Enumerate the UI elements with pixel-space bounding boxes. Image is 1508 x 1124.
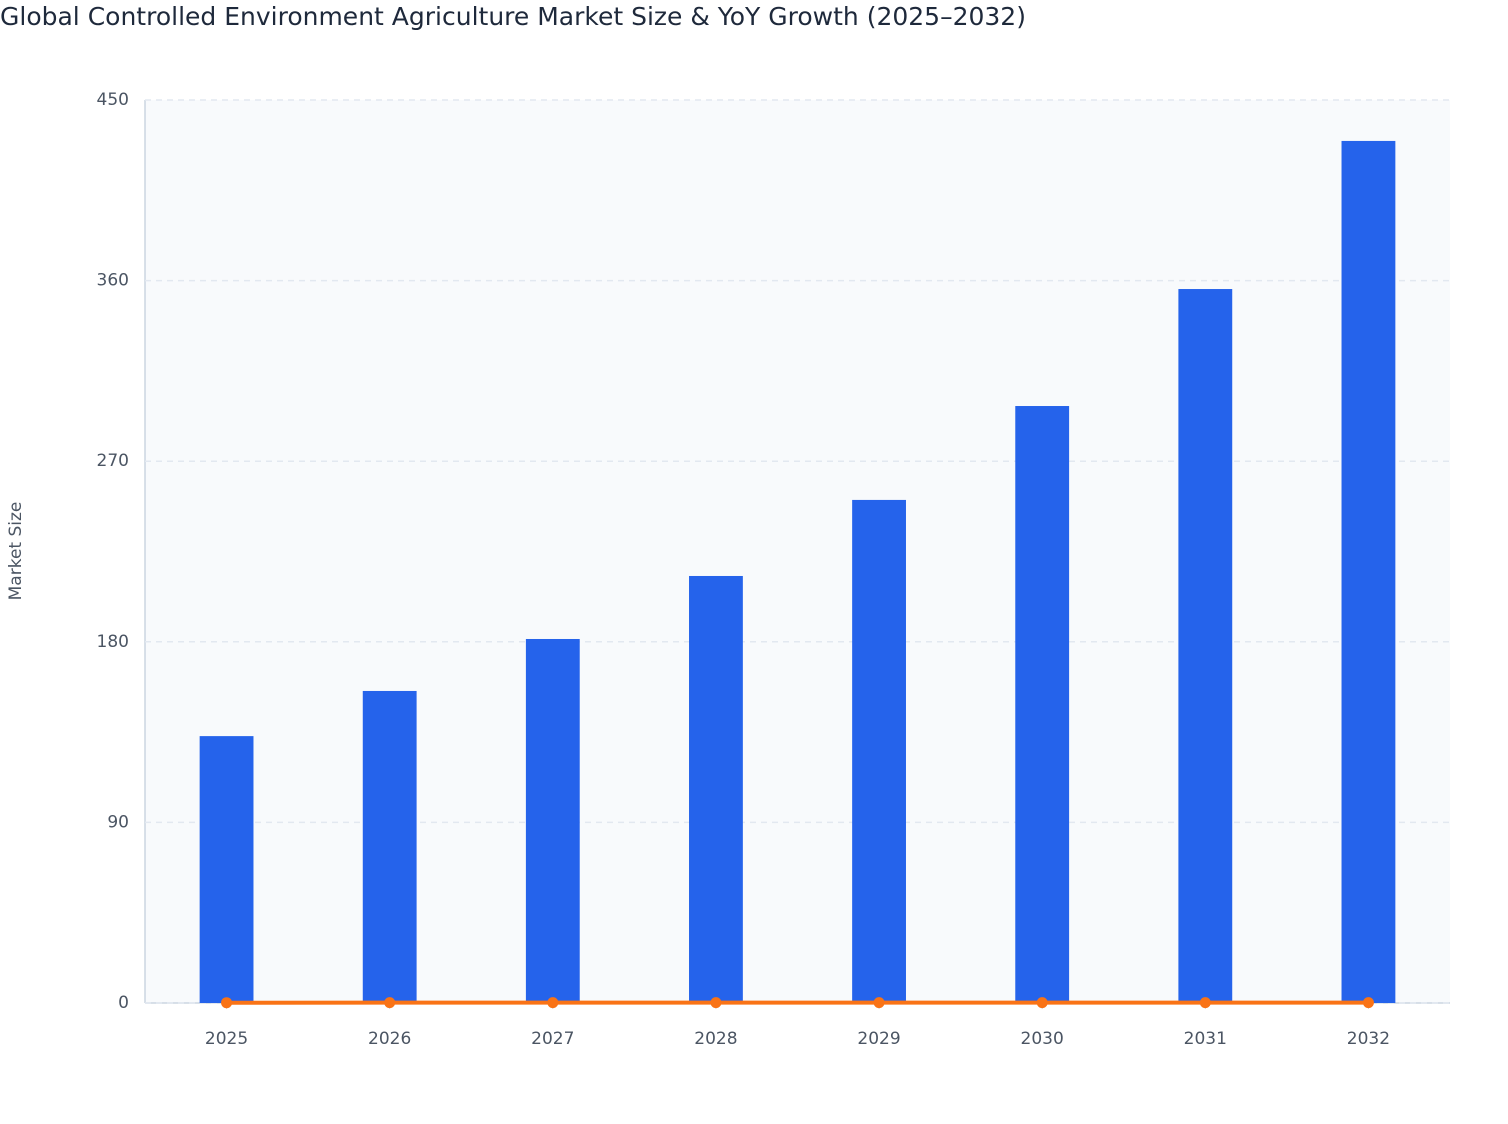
x-tick-label: 2025 bbox=[205, 1029, 248, 1049]
bar bbox=[363, 691, 417, 1003]
line-point bbox=[710, 997, 721, 1008]
line-point bbox=[221, 997, 232, 1008]
bar bbox=[1015, 406, 1069, 1003]
y-tick-label: 360 bbox=[97, 271, 129, 291]
x-tick-label: 2032 bbox=[1347, 1029, 1390, 1049]
line-point bbox=[874, 997, 885, 1008]
x-tick-label: 2026 bbox=[368, 1029, 411, 1049]
y-tick-label: 450 bbox=[97, 90, 129, 110]
y-tick-label: 180 bbox=[97, 632, 129, 652]
x-tick-label: 2029 bbox=[857, 1029, 900, 1049]
y-tick-label: 270 bbox=[97, 451, 129, 471]
line-point bbox=[547, 997, 558, 1008]
line-point bbox=[1200, 997, 1211, 1008]
line-point bbox=[384, 997, 395, 1008]
bar bbox=[1178, 289, 1232, 1003]
y-tick-label: 90 bbox=[107, 812, 129, 832]
bar bbox=[200, 736, 254, 1003]
chart-title: Global Controlled Environment Agricultur… bbox=[0, 2, 1026, 31]
plot-area bbox=[145, 100, 1450, 1003]
x-tick-label: 2027 bbox=[531, 1029, 574, 1049]
x-tick-label: 2028 bbox=[694, 1029, 737, 1049]
line-point bbox=[1363, 997, 1374, 1008]
x-tick-label: 2031 bbox=[1184, 1029, 1227, 1049]
x-tick-label: 2030 bbox=[1021, 1029, 1064, 1049]
bar bbox=[689, 576, 743, 1003]
line-point bbox=[1037, 997, 1048, 1008]
bar bbox=[1342, 141, 1396, 1003]
bar bbox=[852, 500, 906, 1003]
y-tick-label: 0 bbox=[118, 993, 129, 1013]
y-axis-title: Market Size bbox=[6, 502, 26, 601]
bar bbox=[526, 639, 580, 1003]
